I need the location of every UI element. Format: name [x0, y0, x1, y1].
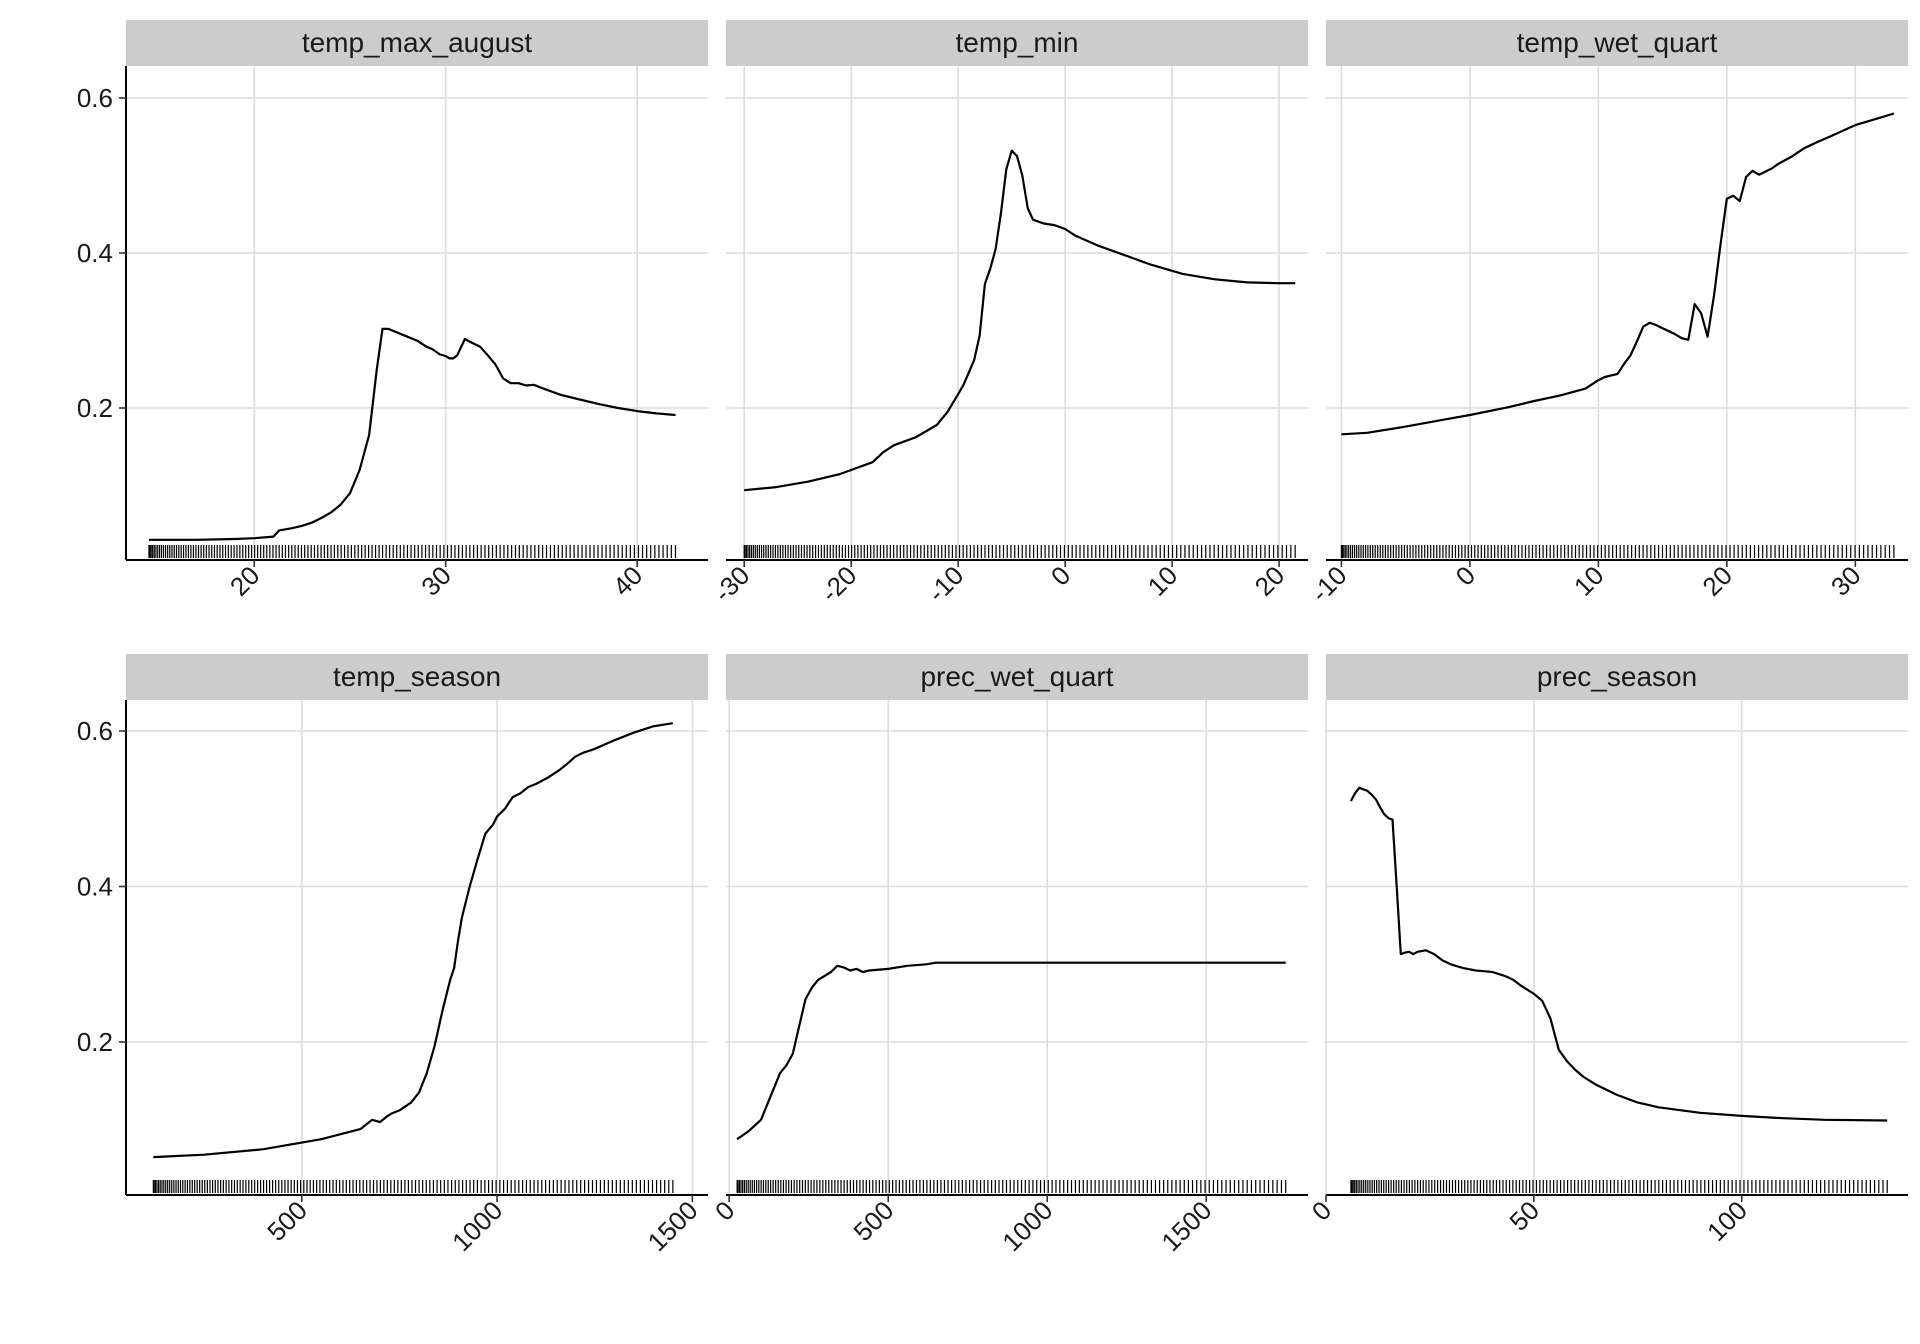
x-tick-label: 30: [415, 560, 457, 602]
panel-temp-wet-quart: temp_wet_quart -10 0 10 20 30: [1305, 20, 1908, 608]
x-tick-label: 30: [1825, 560, 1867, 602]
x-tick-label: 500: [848, 1195, 900, 1247]
facet-strip: [726, 20, 1308, 66]
panel-prec-wet-quart: prec_wet_quart 0 500 1000 1500: [709, 654, 1308, 1257]
x-tick-label: -30: [708, 560, 756, 608]
series-line: [1349, 786, 1888, 1122]
rug: [736, 1180, 1287, 1193]
x-tick-label: 10: [1568, 560, 1610, 602]
panel-temp-max-august: temp_max_august 0.2 0.4 0.6 20 30 40: [77, 20, 708, 602]
facet-strip: [126, 20, 708, 66]
rug: [743, 545, 1296, 558]
panel-temp-season: temp_season 0.2 0.4 0.6 500 1000 1500: [77, 654, 708, 1257]
y-tick-label: 0.2: [77, 393, 113, 423]
facet-strip: [1326, 20, 1908, 66]
facet-strip: [726, 654, 1308, 700]
x-tick-label: -10: [922, 560, 970, 608]
rug: [1340, 545, 1895, 558]
x-tick-label: 40: [607, 560, 649, 602]
x-tick-label: 0: [709, 1195, 740, 1226]
y-tick-label: 0.2: [77, 1027, 113, 1057]
series-line: [153, 722, 673, 1159]
rug: [152, 1180, 674, 1193]
x-tick-label: 20: [1249, 560, 1291, 602]
y-tick-label: 0.6: [77, 716, 113, 746]
x-tick-label: 1000: [446, 1195, 508, 1257]
y-tick-label: 0.4: [77, 872, 113, 902]
series-line: [736, 961, 1286, 1141]
rug: [148, 545, 677, 558]
x-tick-label: 100: [1701, 1195, 1753, 1247]
series-line: [744, 149, 1296, 492]
facet-title: prec_season: [1537, 661, 1697, 692]
facet-title: temp_season: [333, 661, 501, 692]
x-tick-label: 20: [1696, 560, 1738, 602]
y-tick-label: 0.6: [77, 83, 113, 113]
series-line: [149, 327, 676, 541]
facet-title: temp_min: [956, 27, 1079, 58]
x-tick-label: 0: [1306, 1195, 1337, 1226]
x-tick-label: 500: [261, 1195, 313, 1247]
x-tick-label: 0: [1045, 560, 1076, 591]
facet-title: temp_max_august: [302, 27, 533, 58]
panel-prec-season: prec_season 0 50 100: [1306, 654, 1908, 1247]
facet-title: prec_wet_quart: [920, 661, 1113, 692]
rug: [1350, 1180, 1888, 1193]
facet-strip: [126, 654, 708, 700]
facet-title: temp_wet_quart: [1517, 27, 1718, 58]
panel-temp-min: temp_min -30 -20 -10 0 10 20: [708, 20, 1308, 608]
x-tick-label: 1500: [642, 1195, 704, 1257]
x-tick-label: 0: [1450, 560, 1481, 591]
x-tick-label: 20: [224, 560, 266, 602]
facet-strip: [1326, 654, 1908, 700]
series-line: [1341, 112, 1895, 436]
x-tick-label: 10: [1142, 560, 1184, 602]
x-tick-label: 1000: [996, 1195, 1058, 1257]
y-tick-label: 0.4: [77, 238, 113, 268]
x-tick-label: -10: [1305, 560, 1353, 608]
x-tick-label: 1500: [1155, 1195, 1217, 1257]
x-tick-label: -20: [815, 560, 863, 608]
x-tick-label: 50: [1503, 1195, 1545, 1237]
